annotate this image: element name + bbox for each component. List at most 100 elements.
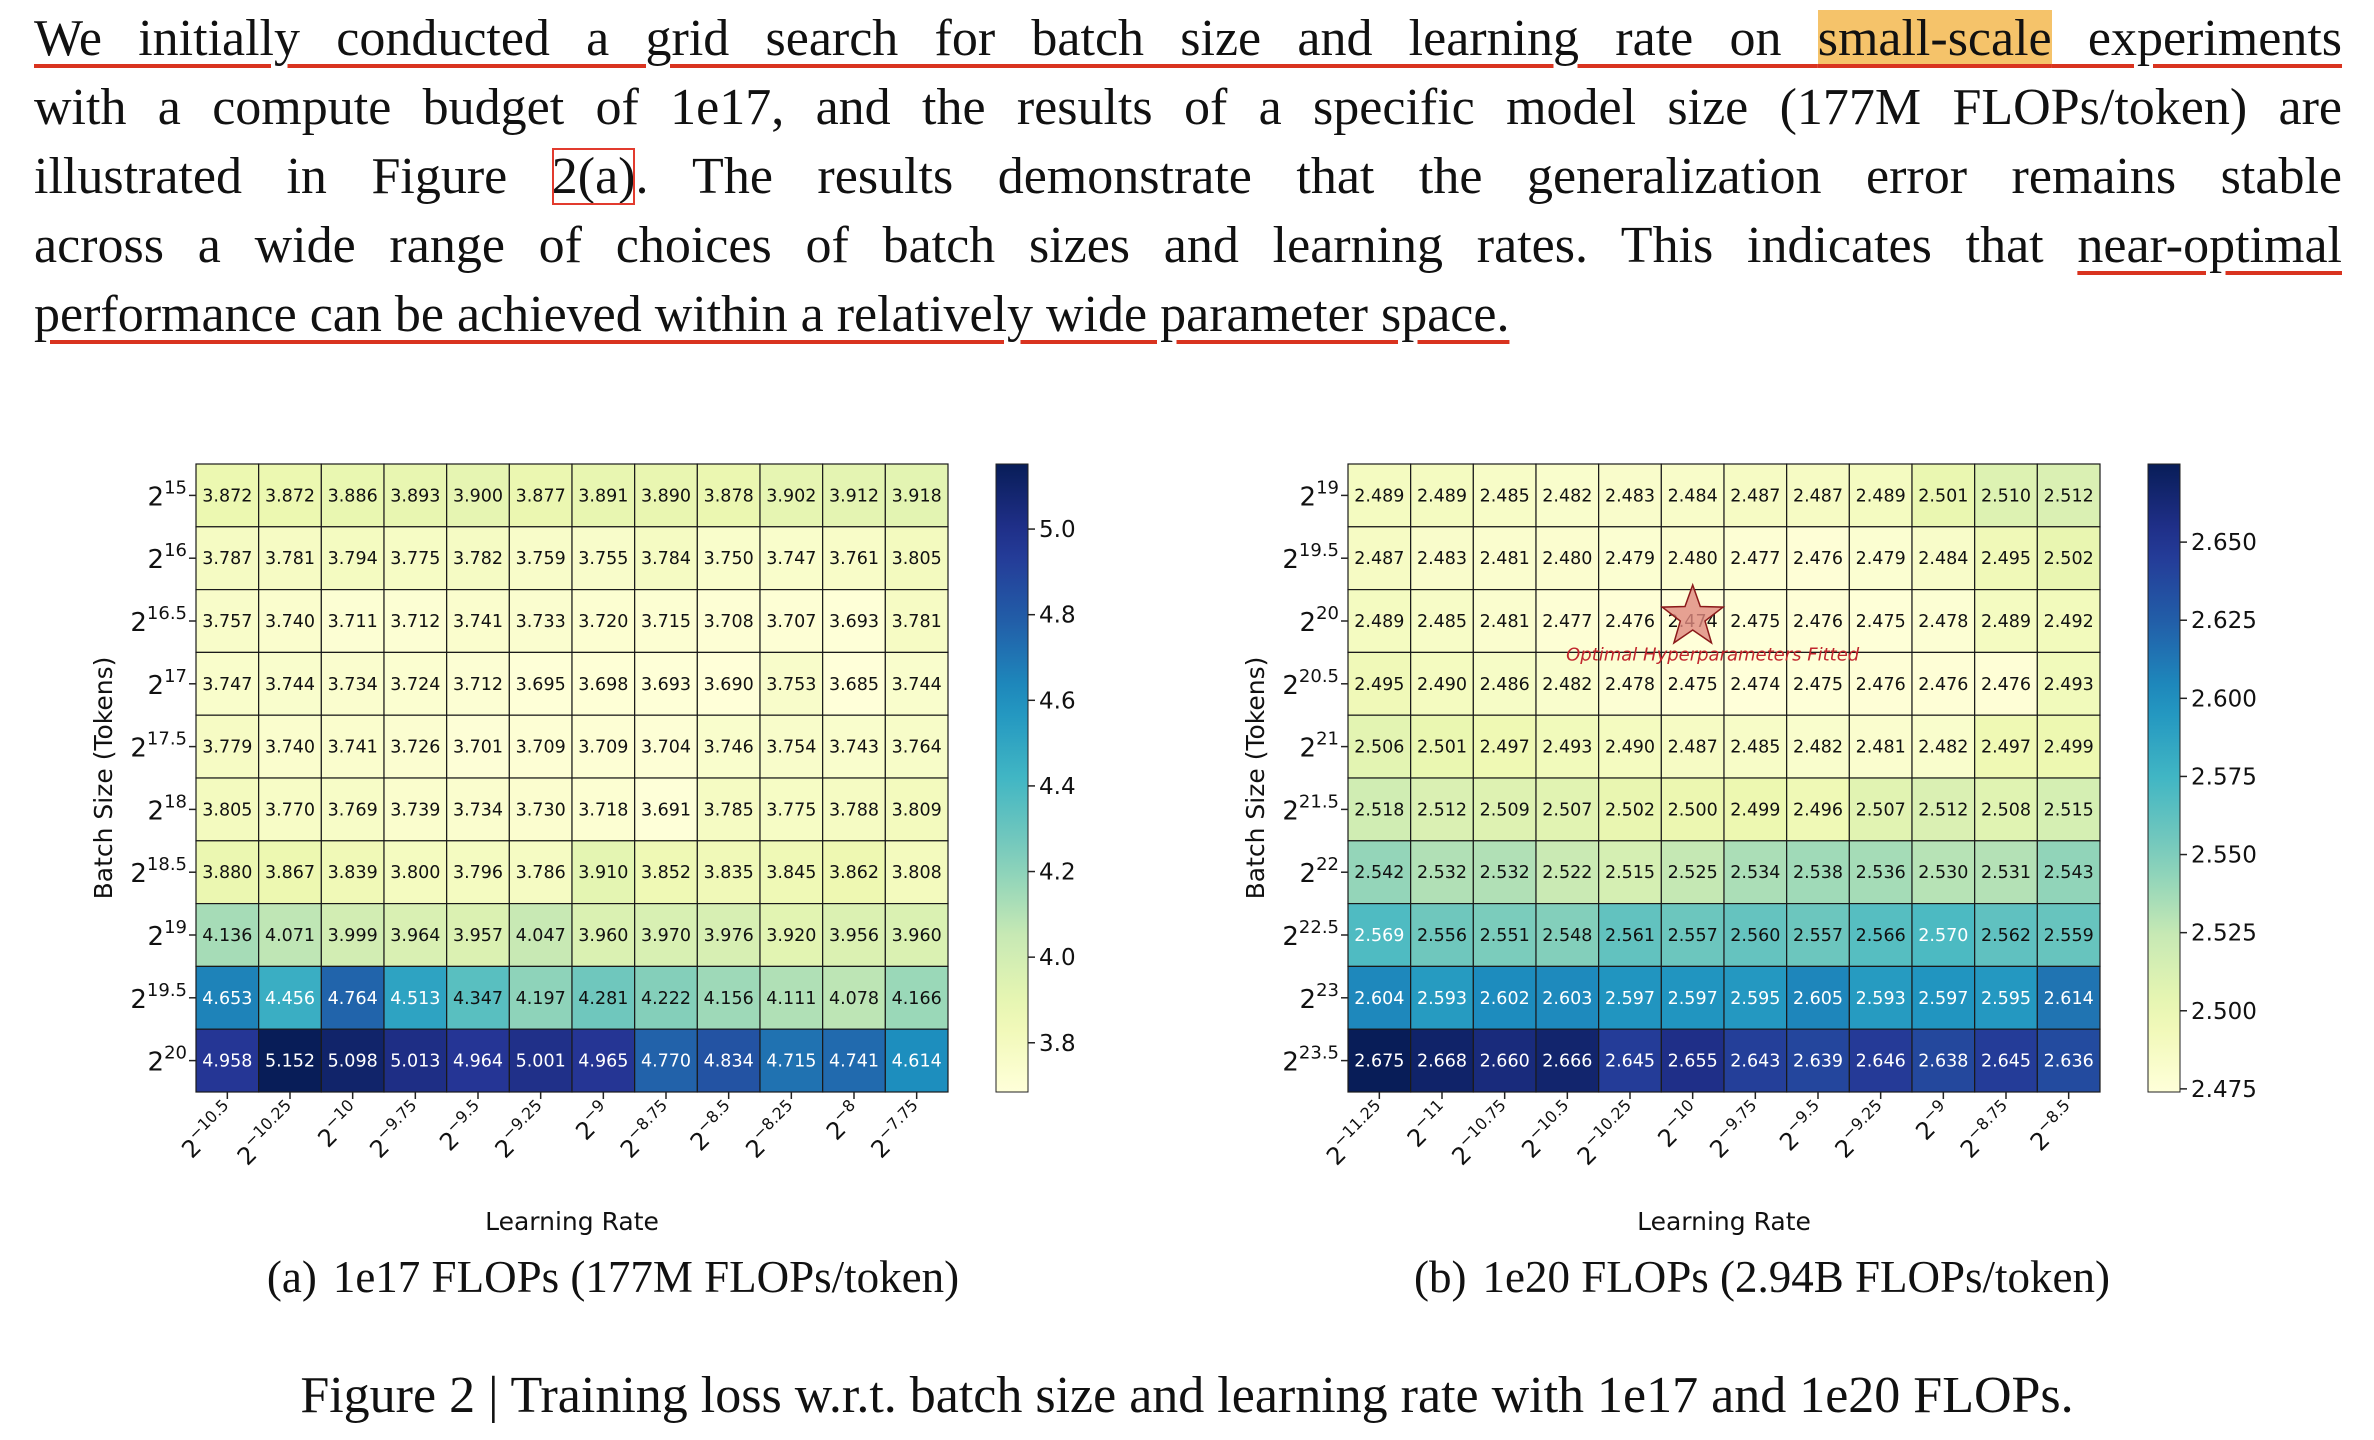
cell-label: 3.805 bbox=[202, 800, 252, 820]
cell-label: 3.709 bbox=[516, 738, 566, 758]
cell-label: 3.764 bbox=[892, 738, 942, 758]
subcaption-label: (b) bbox=[1414, 1252, 1466, 1302]
cell-label: 2.493 bbox=[2044, 675, 2094, 695]
tick-base: 2 bbox=[1282, 545, 1299, 575]
colorbar-tick-label: 5.0 bbox=[1039, 517, 1076, 543]
subcaption-label: (a) bbox=[267, 1252, 317, 1302]
cell bbox=[508, 714, 573, 779]
x-tick-label: 2−7.75 bbox=[863, 1096, 931, 1164]
cell-label: 2.509 bbox=[1480, 800, 1530, 820]
cell bbox=[508, 965, 573, 1030]
cell-label: 2.487 bbox=[1730, 486, 1780, 506]
cell-label: 3.709 bbox=[578, 738, 628, 758]
cell bbox=[1410, 777, 1474, 842]
cell-label: 2.645 bbox=[1981, 1052, 2031, 1072]
cell bbox=[1911, 651, 1976, 716]
cell-label: 2.534 bbox=[1730, 863, 1780, 883]
cell bbox=[1410, 965, 1474, 1030]
figure-link[interactable]: 2(a) bbox=[551, 148, 636, 205]
cell-label: 2.560 bbox=[1730, 926, 1780, 946]
cell bbox=[634, 714, 698, 779]
cell-label: 3.685 bbox=[829, 675, 879, 695]
y-tick-label: 218.5 bbox=[130, 854, 187, 889]
cell-label: 3.886 bbox=[328, 486, 378, 506]
cell bbox=[1472, 1028, 1537, 1093]
cell-label: 2.489 bbox=[1856, 486, 1906, 506]
cell bbox=[1535, 588, 1600, 653]
cell-label: 3.755 bbox=[578, 549, 628, 569]
x-tick-label: 2−8.5 bbox=[682, 1096, 743, 1157]
colorbar-tick-label: 4.2 bbox=[1039, 860, 1076, 886]
cell bbox=[1848, 965, 1913, 1030]
tick-base: 2 bbox=[1300, 482, 1317, 512]
cell-label: 2.501 bbox=[1918, 486, 1968, 506]
cell-label: 2.475 bbox=[1856, 612, 1906, 632]
optimum-star bbox=[1660, 582, 1726, 645]
cell-label: 2.603 bbox=[1542, 989, 1592, 1009]
cell-label: 3.902 bbox=[766, 486, 816, 506]
y-tick-label: 220 bbox=[148, 1043, 187, 1078]
cell-label: 2.538 bbox=[1793, 863, 1843, 883]
text-line: illustrated in Figure 2(a). The results … bbox=[34, 142, 2342, 211]
cell-label: 4.653 bbox=[202, 989, 252, 1009]
cell-label: 2.531 bbox=[1981, 863, 2031, 883]
cell-label: 3.775 bbox=[766, 800, 816, 820]
cell bbox=[1660, 1028, 1725, 1093]
tick-exponent: 22 bbox=[1316, 854, 1339, 875]
cell bbox=[508, 1028, 573, 1093]
paragraph: We initially conducted a grid search for… bbox=[34, 4, 2342, 349]
cell-label: 2.518 bbox=[1354, 800, 1404, 820]
cell-label: 3.893 bbox=[390, 486, 440, 506]
cell-label: 2.668 bbox=[1417, 1052, 1467, 1072]
cell-label: 3.744 bbox=[892, 675, 942, 695]
cell bbox=[1598, 777, 1662, 842]
cell bbox=[383, 714, 448, 779]
x-tick-label: 2−9.25 bbox=[487, 1096, 555, 1164]
cell-label: 2.502 bbox=[2044, 549, 2094, 569]
cell-label: 2.486 bbox=[1480, 675, 1530, 695]
cell-label: 2.476 bbox=[1793, 549, 1843, 569]
cell-label: 2.487 bbox=[1668, 738, 1718, 758]
cell-label: 2.478 bbox=[1605, 675, 1655, 695]
cell bbox=[822, 714, 886, 779]
cell-label: 3.852 bbox=[641, 863, 691, 883]
tick-base: 2 bbox=[148, 1048, 165, 1078]
cell-label: 3.759 bbox=[516, 549, 566, 569]
cell-label: 2.595 bbox=[1981, 989, 2031, 1009]
subcaption-text: 1e17 FLOPs (177M FLOPs/token) bbox=[333, 1252, 959, 1302]
cell bbox=[1723, 777, 1788, 842]
cell-label: 2.482 bbox=[1542, 486, 1592, 506]
cell-label: 2.643 bbox=[1730, 1052, 1780, 1072]
x-tick-label: 2−9 bbox=[567, 1096, 617, 1146]
tick-base: 2 bbox=[1300, 608, 1317, 638]
colorbar-tick-label: 2.650 bbox=[2191, 530, 2257, 556]
cell-label: 3.718 bbox=[578, 800, 628, 820]
cell-label: 2.474 bbox=[1730, 675, 1780, 695]
cell bbox=[1786, 777, 1850, 842]
cell bbox=[320, 651, 385, 716]
cell-label: 2.597 bbox=[1918, 989, 1968, 1009]
tick-exponent: −8.5 bbox=[693, 1096, 734, 1137]
cell bbox=[1472, 777, 1537, 842]
tick-exponent: −8.75 bbox=[1963, 1096, 2011, 1144]
cell-label: 3.741 bbox=[328, 738, 378, 758]
cell-label: 4.764 bbox=[328, 989, 378, 1009]
cell-label: 2.500 bbox=[1668, 800, 1718, 820]
colorbar-tick-label: 4.8 bbox=[1039, 603, 1076, 629]
cell-label: 4.078 bbox=[829, 989, 879, 1009]
heatmap: 3.872 3.872 3.886 3.893 3.900 3.877 3.891 3.890… bbox=[89, 463, 1076, 1302]
cell-label: 3.733 bbox=[516, 612, 566, 632]
cell-label: 4.513 bbox=[390, 989, 440, 1009]
cell-label: 2.646 bbox=[1856, 1052, 1906, 1072]
cell-label: 2.602 bbox=[1480, 989, 1530, 1009]
text: illustrated in Figure bbox=[34, 148, 552, 205]
cell-label: 3.730 bbox=[516, 800, 566, 820]
cell-label: 3.964 bbox=[390, 926, 440, 946]
cell bbox=[508, 463, 573, 528]
cell bbox=[1848, 777, 1913, 842]
cell-label: 3.970 bbox=[641, 926, 691, 946]
cell-label: 3.910 bbox=[578, 863, 628, 883]
cell bbox=[195, 526, 260, 591]
tick-base: 2 bbox=[148, 482, 165, 512]
cell bbox=[258, 588, 322, 653]
